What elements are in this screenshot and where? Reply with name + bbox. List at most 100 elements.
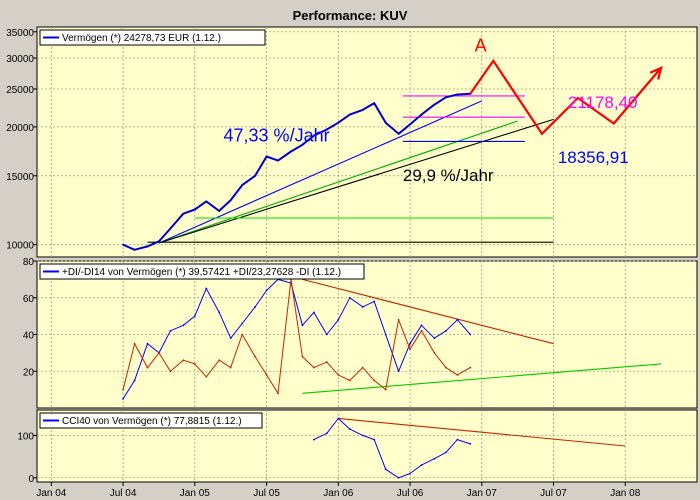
annotation-label: 29,9 %/Jahr	[403, 166, 494, 185]
y-tick-label: 25000	[6, 85, 34, 96]
trendline	[302, 278, 554, 345]
data-point	[361, 306, 364, 308]
series-line-cci40	[313, 418, 471, 479]
price-panel: 10000 15000 20000 25000 30000 35000 47,33 %/Ja…	[6, 26, 698, 258]
data-point	[433, 351, 436, 354]
data-point	[133, 379, 136, 382]
forecast-path	[469, 58, 662, 136]
data-point	[265, 155, 268, 158]
data-point	[218, 209, 221, 212]
data-point	[469, 366, 472, 369]
data-point	[313, 311, 315, 314]
data-point	[337, 121, 340, 124]
data-point	[313, 438, 315, 441]
y-tick-label: 100	[17, 431, 34, 442]
data-point	[397, 318, 400, 321]
data-point	[384, 121, 387, 124]
trendline	[158, 100, 483, 244]
data-point	[337, 318, 340, 321]
data-point	[361, 366, 364, 369]
y-tick-label: 15000	[6, 172, 34, 183]
data-point	[205, 287, 208, 290]
data-point	[361, 434, 364, 437]
data-point	[456, 438, 459, 441]
trendline	[158, 118, 554, 244]
data-point	[409, 342, 411, 345]
y-tick-label: 80	[23, 257, 35, 268]
data-point	[313, 366, 315, 369]
data-point	[325, 333, 328, 336]
data-point	[301, 143, 304, 146]
x-tick-label: Jan 05	[180, 488, 210, 499]
data-point	[254, 306, 256, 308]
data-point	[433, 337, 436, 340]
data-point	[277, 159, 279, 162]
data-point	[290, 150, 292, 153]
series-line-di	[122, 278, 471, 400]
data-point	[420, 113, 423, 116]
x-tick-label: Jan 08	[610, 488, 640, 499]
legend-label: CCI40 von Vermögen (*) 77,8815 (1.12.)	[62, 416, 242, 427]
x-tick-label: Jul 05	[253, 488, 280, 499]
data-point	[241, 322, 244, 325]
legend-box	[39, 29, 266, 46]
trendline	[302, 363, 662, 394]
x-axis: Jan 04 Jul 04 Jan 05 Jul 05 Jan 06 Jul 06 Jan …	[36, 482, 641, 499]
legend: CCI40 von Vermögen (*) 77,8815 (1.12.)	[39, 412, 263, 429]
data-point	[325, 128, 328, 131]
data-point	[146, 245, 149, 248]
x-tick-label: Jul 06	[397, 488, 424, 499]
data-point	[265, 289, 268, 292]
data-point	[241, 184, 244, 186]
data-point	[205, 200, 208, 203]
annotation-label: 47,33 %/Jahr	[224, 126, 330, 146]
data-point	[265, 374, 268, 376]
legend-box	[39, 263, 365, 280]
data-point	[361, 109, 364, 111]
data-point	[229, 366, 232, 369]
forecast-arrowhead	[649, 65, 663, 80]
data-point	[301, 324, 304, 327]
data-point	[456, 374, 459, 376]
chart-title: Performance: KUV	[293, 8, 408, 23]
data-point	[433, 103, 436, 106]
data-point	[193, 208, 196, 211]
data-point	[373, 300, 376, 303]
data-point	[229, 199, 232, 201]
y-tick-label: 60	[23, 294, 35, 305]
data-point	[182, 324, 185, 327]
x-tick-label: Jan 07	[467, 488, 497, 499]
y-tick-label: 35000	[6, 28, 34, 39]
data-point	[193, 315, 196, 318]
data-point	[348, 379, 351, 382]
data-point	[373, 102, 376, 105]
x-tick-label: Jul 07	[540, 488, 567, 499]
legend-box	[39, 412, 263, 429]
data-point	[397, 370, 400, 373]
data-point	[146, 342, 149, 345]
y-tick-label: 20000	[6, 123, 34, 134]
data-point	[445, 366, 447, 369]
data-point	[205, 375, 208, 378]
series-line-vermgen	[122, 92, 471, 251]
data-point	[409, 348, 411, 351]
data-point	[229, 337, 232, 340]
data-point	[373, 438, 376, 441]
y-tick-label: 10000	[6, 241, 34, 252]
y-tick-label: 0	[28, 474, 34, 485]
data-point	[169, 227, 172, 230]
trendline	[338, 417, 626, 447]
data-point	[218, 311, 221, 314]
data-point	[456, 318, 459, 321]
data-point	[348, 428, 351, 430]
x-tick-label: Jan 04	[36, 488, 66, 499]
dmi-panel: 20 40 60 80 +DI/-DI14 von Vermögen (*) 39,57…	[23, 257, 698, 409]
y-tick-label: 40	[23, 331, 35, 342]
data-point	[146, 366, 149, 369]
data-point	[169, 329, 172, 332]
data-point	[122, 243, 124, 246]
data-point	[313, 134, 315, 137]
plot-area	[36, 26, 698, 258]
data-point	[182, 212, 185, 215]
